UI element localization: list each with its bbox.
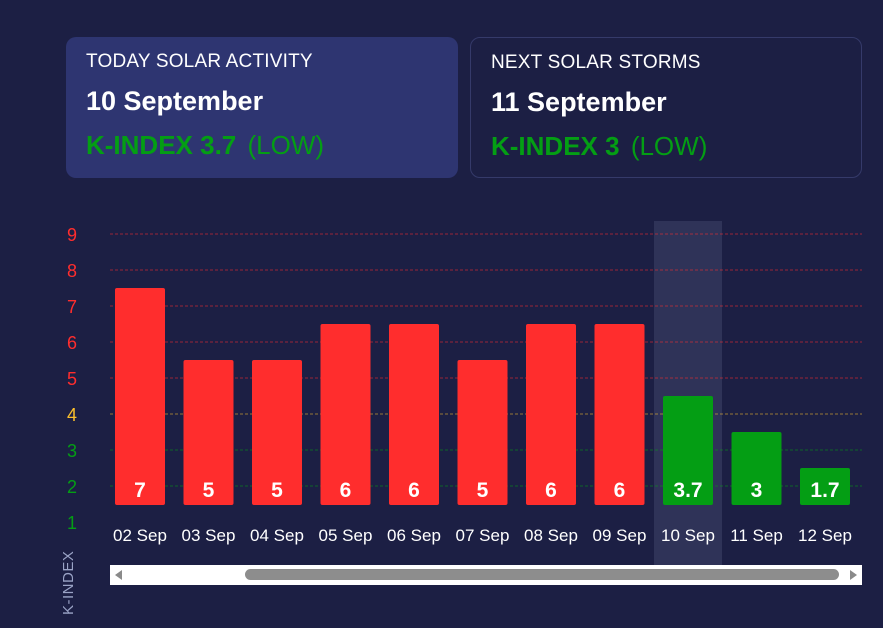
y-tick-label: 6 <box>67 333 77 353</box>
y-tick-label: 1 <box>67 513 77 533</box>
x-tick-label: 04 Sep <box>250 526 304 545</box>
x-tick-label: 06 Sep <box>387 526 441 545</box>
x-tick-label: 10 Sep <box>661 526 715 545</box>
today-k-index: K-INDEX 3.7 (LOW) <box>86 130 438 161</box>
bar <box>594 324 645 505</box>
scroll-right-arrow-icon[interactable] <box>850 570 857 580</box>
scrollbar-thumb[interactable] <box>245 569 839 580</box>
scroll-left-arrow-icon[interactable] <box>115 570 122 580</box>
bar-value-label: 5 <box>203 479 215 502</box>
bar-value-label: 5 <box>271 479 283 502</box>
bar <box>389 324 439 505</box>
next-label: NEXT SOLAR STORMS <box>491 52 701 73</box>
bar-value-label: 5 <box>477 479 489 502</box>
bar-value-label: 6 <box>614 479 626 502</box>
bar <box>320 324 371 505</box>
x-tick-label: 07 Sep <box>456 526 510 545</box>
y-tick-label: 3 <box>67 441 77 461</box>
today-card: TODAY SOLAR ACTIVITY 10 September K-INDE… <box>66 37 458 178</box>
bar-value-label: 1.7 <box>810 479 839 502</box>
x-tick-label: 03 Sep <box>182 526 236 545</box>
bar <box>115 288 165 505</box>
x-tick-label: 02 Sep <box>113 526 167 545</box>
bar <box>800 468 850 505</box>
x-tick-label: 11 Sep <box>730 526 783 545</box>
bar <box>252 360 302 505</box>
y-axis-title: K-INDEX <box>60 550 77 615</box>
x-tick-label: 05 Sep <box>319 526 373 545</box>
bar-value-label: 7 <box>134 479 146 502</box>
x-tick-label: 12 Sep <box>798 526 852 545</box>
bar-value-label: 6 <box>545 479 557 502</box>
today-k-value: K-INDEX 3.7 <box>86 130 237 160</box>
today-date: 10 September <box>86 86 264 116</box>
y-tick-label: 9 <box>67 225 77 245</box>
next-k-level: (LOW) <box>630 131 708 161</box>
bar <box>526 324 576 505</box>
highlight-band <box>654 221 722 565</box>
bar-value-label: 6 <box>408 479 420 502</box>
today-label: TODAY SOLAR ACTIVITY <box>86 51 313 72</box>
bar-value-label: 6 <box>340 479 352 502</box>
x-tick-label: 08 Sep <box>524 526 578 545</box>
bar <box>457 360 508 505</box>
bar-value-label: 3 <box>751 479 763 502</box>
y-tick-label: 4 <box>67 405 77 425</box>
bar-value-label: 3.7 <box>673 479 702 502</box>
next-k-value: K-INDEX 3 <box>491 131 620 161</box>
bar <box>663 396 713 505</box>
next-date: 11 September <box>491 87 667 117</box>
x-tick-label: 09 Sep <box>593 526 647 545</box>
next-k-index: K-INDEX 3 (LOW) <box>491 131 841 162</box>
bar <box>731 432 782 505</box>
y-tick-label: 5 <box>67 369 77 389</box>
chart-scrollbar[interactable] <box>110 565 862 585</box>
bar <box>183 360 234 505</box>
y-tick-label: 2 <box>67 477 77 497</box>
y-tick-label: 8 <box>67 261 77 281</box>
y-tick-label: 7 <box>67 297 77 317</box>
next-storms-card: NEXT SOLAR STORMS 11 September K-INDEX 3… <box>470 37 862 178</box>
today-k-level: (LOW) <box>247 130 325 160</box>
